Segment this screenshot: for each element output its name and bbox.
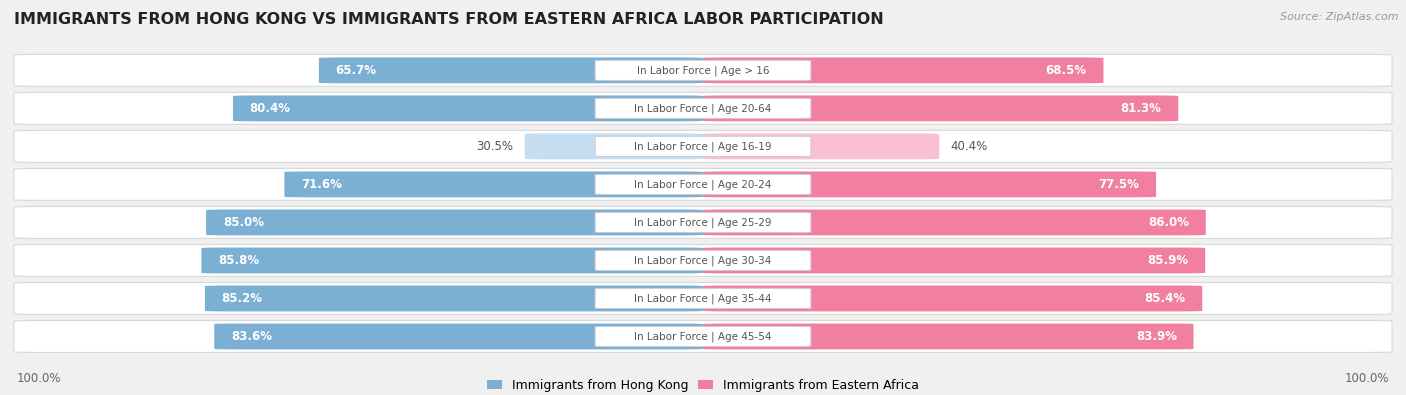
- FancyBboxPatch shape: [595, 60, 811, 81]
- Text: In Labor Force | Age 45-54: In Labor Force | Age 45-54: [634, 331, 772, 342]
- FancyBboxPatch shape: [595, 98, 811, 118]
- Text: IMMIGRANTS FROM HONG KONG VS IMMIGRANTS FROM EASTERN AFRICA LABOR PARTICIPATION: IMMIGRANTS FROM HONG KONG VS IMMIGRANTS …: [14, 12, 884, 27]
- FancyBboxPatch shape: [14, 168, 1392, 200]
- FancyBboxPatch shape: [14, 130, 1392, 162]
- FancyBboxPatch shape: [703, 171, 1156, 198]
- FancyBboxPatch shape: [207, 209, 703, 235]
- FancyBboxPatch shape: [201, 248, 703, 273]
- FancyBboxPatch shape: [703, 57, 1104, 83]
- Text: 68.5%: 68.5%: [1046, 64, 1087, 77]
- Text: 80.4%: 80.4%: [250, 102, 291, 115]
- Text: 85.8%: 85.8%: [218, 254, 259, 267]
- Text: 83.6%: 83.6%: [231, 330, 271, 343]
- Text: 100.0%: 100.0%: [1344, 372, 1389, 385]
- FancyBboxPatch shape: [14, 55, 1392, 87]
- Text: 40.4%: 40.4%: [950, 140, 987, 153]
- Text: In Labor Force | Age 30-34: In Labor Force | Age 30-34: [634, 255, 772, 266]
- Text: 83.9%: 83.9%: [1136, 330, 1177, 343]
- Text: 85.2%: 85.2%: [222, 292, 263, 305]
- FancyBboxPatch shape: [595, 136, 811, 156]
- FancyBboxPatch shape: [319, 57, 703, 83]
- FancyBboxPatch shape: [703, 286, 1202, 311]
- FancyBboxPatch shape: [205, 286, 703, 311]
- FancyBboxPatch shape: [595, 174, 811, 194]
- FancyBboxPatch shape: [14, 320, 1392, 352]
- FancyBboxPatch shape: [703, 96, 1178, 121]
- Text: In Labor Force | Age 20-64: In Labor Force | Age 20-64: [634, 103, 772, 114]
- FancyBboxPatch shape: [703, 324, 1194, 350]
- Text: In Labor Force | Age > 16: In Labor Force | Age > 16: [637, 65, 769, 75]
- Text: 85.0%: 85.0%: [222, 216, 264, 229]
- FancyBboxPatch shape: [595, 250, 811, 271]
- Legend: Immigrants from Hong Kong, Immigrants from Eastern Africa: Immigrants from Hong Kong, Immigrants fr…: [486, 379, 920, 392]
- FancyBboxPatch shape: [703, 248, 1205, 273]
- Text: Source: ZipAtlas.com: Source: ZipAtlas.com: [1281, 12, 1399, 22]
- Text: 85.9%: 85.9%: [1147, 254, 1188, 267]
- Text: In Labor Force | Age 16-19: In Labor Force | Age 16-19: [634, 141, 772, 152]
- FancyBboxPatch shape: [214, 324, 703, 350]
- FancyBboxPatch shape: [14, 92, 1392, 124]
- FancyBboxPatch shape: [233, 96, 703, 121]
- FancyBboxPatch shape: [595, 213, 811, 233]
- Text: In Labor Force | Age 25-29: In Labor Force | Age 25-29: [634, 217, 772, 228]
- Text: 71.6%: 71.6%: [301, 178, 342, 191]
- FancyBboxPatch shape: [595, 288, 811, 308]
- FancyBboxPatch shape: [703, 209, 1206, 235]
- FancyBboxPatch shape: [284, 171, 703, 198]
- Text: In Labor Force | Age 20-24: In Labor Force | Age 20-24: [634, 179, 772, 190]
- Text: 86.0%: 86.0%: [1149, 216, 1189, 229]
- FancyBboxPatch shape: [14, 282, 1392, 314]
- Text: 100.0%: 100.0%: [17, 372, 62, 385]
- Text: 77.5%: 77.5%: [1098, 178, 1139, 191]
- Text: 81.3%: 81.3%: [1121, 102, 1161, 115]
- Text: 85.4%: 85.4%: [1144, 292, 1185, 305]
- Text: 65.7%: 65.7%: [336, 64, 377, 77]
- FancyBboxPatch shape: [14, 207, 1392, 239]
- FancyBboxPatch shape: [703, 134, 939, 159]
- Text: 30.5%: 30.5%: [477, 140, 513, 153]
- FancyBboxPatch shape: [595, 326, 811, 346]
- Text: In Labor Force | Age 35-44: In Labor Force | Age 35-44: [634, 293, 772, 304]
- FancyBboxPatch shape: [524, 134, 703, 159]
- FancyBboxPatch shape: [14, 245, 1392, 276]
